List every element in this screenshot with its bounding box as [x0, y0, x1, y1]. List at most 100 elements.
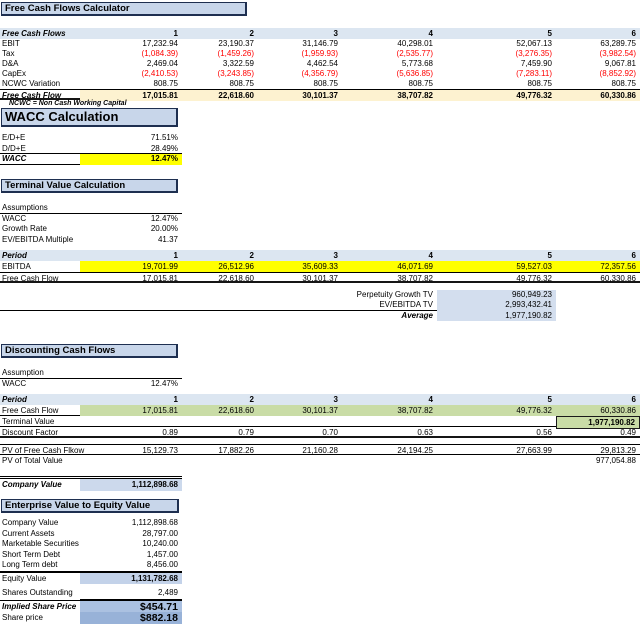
cell-value[interactable]: 17,882.26: [218, 446, 254, 455]
equity-value-cell[interactable]: 1,131,782.68: [80, 572, 182, 584]
cell-value[interactable]: 12.47%: [150, 213, 178, 223]
period-cell[interactable]: 2: [249, 395, 254, 404]
period-cell[interactable]: 6: [631, 29, 636, 38]
wacc-result-cell[interactable]: 12.47%: [80, 154, 182, 165]
period-cell[interactable]: 5: [547, 395, 552, 404]
cell-value[interactable]: 49,776.32: [437, 90, 556, 101]
cell-value[interactable]: (7,283.11): [516, 69, 552, 78]
cell-value[interactable]: 0.70: [322, 428, 338, 437]
cell-value[interactable]: (3,276.35): [515, 49, 552, 58]
cell-value[interactable]: 960,949.23: [437, 290, 556, 300]
period-cell[interactable]: 2: [249, 29, 254, 38]
cell-value[interactable]: 49,776.32: [437, 405, 556, 416]
cell-value[interactable]: 808.75: [229, 79, 254, 88]
period-cell[interactable]: 6: [631, 395, 636, 404]
cell-value[interactable]: 5,773.68: [401, 59, 433, 68]
period-cell[interactable]: 1: [173, 29, 178, 38]
cell-value[interactable]: 60,330.86: [600, 274, 636, 283]
cell-value[interactable]: 40,298.01: [397, 39, 433, 48]
period-cell[interactable]: 5: [547, 29, 552, 38]
cell-value[interactable]: 0.89: [162, 428, 178, 437]
cell-value[interactable]: 28,797.00: [142, 528, 178, 538]
period-cell[interactable]: 4: [428, 251, 433, 260]
cell-value[interactable]: 35,609.33: [258, 261, 342, 272]
cell-value[interactable]: 38,707.82: [397, 274, 433, 283]
share-price-cell[interactable]: $882.18: [80, 612, 182, 624]
cell-value[interactable]: 12.47%: [150, 378, 178, 388]
implied-share-price-cell[interactable]: $454.71: [80, 600, 182, 613]
cell-value[interactable]: 28.49%: [150, 143, 178, 153]
cell-value[interactable]: (8,852.92): [599, 69, 636, 78]
cell-value[interactable]: 8,456.00: [146, 560, 178, 569]
period-cell[interactable]: 1: [173, 395, 178, 404]
cell-value[interactable]: 23,190.37: [218, 39, 254, 48]
cell-value[interactable]: 1,977,190.82: [437, 310, 556, 321]
cell-value[interactable]: 22,618.60: [182, 405, 258, 416]
cell-value[interactable]: 977,054.88: [595, 456, 636, 465]
cell-value[interactable]: 38,707.82: [342, 405, 437, 416]
cell-value[interactable]: 20.00%: [150, 224, 178, 233]
cell-value[interactable]: 17,015.81: [142, 274, 178, 283]
cell-value[interactable]: 0.56: [536, 428, 552, 437]
cell-value[interactable]: 17,015.81: [80, 405, 182, 416]
cell-value[interactable]: (4,356.79): [301, 69, 338, 78]
cell-value[interactable]: 46,071.69: [342, 261, 437, 272]
period-cell[interactable]: 3: [333, 251, 338, 260]
period-cell[interactable]: 6: [631, 251, 636, 260]
company-value-cell[interactable]: 1,112,898.68: [80, 479, 182, 491]
cell-value[interactable]: 808.75: [408, 79, 433, 88]
cell-value[interactable]: 10,240.00: [142, 539, 178, 548]
cell-value[interactable]: 71.51%: [150, 133, 178, 142]
cell-value[interactable]: 19,701.99: [80, 261, 182, 272]
cell-value[interactable]: (2,410.53): [141, 69, 178, 78]
cell-value[interactable]: 21,160.28: [302, 446, 338, 455]
cell-value[interactable]: (2,535.77): [396, 49, 433, 58]
cell-value[interactable]: 49,776.32: [516, 274, 552, 283]
cell-value[interactable]: 72,357.56: [556, 261, 640, 272]
cell-value[interactable]: (1,959.93): [301, 49, 338, 58]
cell-value[interactable]: 2,489: [80, 588, 182, 600]
cell-value[interactable]: 30,101.37: [302, 274, 338, 283]
cell-value[interactable]: 0.63: [417, 428, 433, 437]
cell-value[interactable]: 9,067.81: [604, 59, 636, 68]
cell-value[interactable]: 7,459.90: [520, 59, 552, 68]
cell-value[interactable]: (3,982.54): [599, 49, 636, 58]
cell-value[interactable]: 808.75: [527, 79, 552, 88]
cell-value[interactable]: 22,618.60: [182, 90, 258, 101]
period-cell[interactable]: 5: [547, 251, 552, 260]
cell-value[interactable]: 3,322.59: [222, 59, 254, 68]
cell-value[interactable]: 38,707.82: [342, 90, 437, 101]
cell-value[interactable]: 63,289.75: [600, 39, 636, 48]
cell-value[interactable]: 1,457.00: [146, 549, 178, 559]
cell-value[interactable]: (1,459.26): [217, 49, 254, 58]
cell-value[interactable]: 808.75: [313, 79, 338, 88]
cell-value[interactable]: 1,112,898.68: [131, 518, 178, 527]
period-cell[interactable]: 3: [333, 29, 338, 38]
cell-value[interactable]: 30,101.37: [258, 90, 342, 101]
cell-value[interactable]: 0.49: [620, 428, 636, 437]
cell-value[interactable]: 26,512.96: [182, 261, 258, 272]
cell-value[interactable]: 52,067.13: [516, 39, 552, 48]
period-cell[interactable]: 3: [333, 395, 338, 404]
cell-value[interactable]: 59,527.03: [437, 261, 556, 272]
cell-value[interactable]: 17,015.81: [80, 90, 182, 101]
cell-value[interactable]: 29,813.29: [600, 446, 636, 455]
cell-value[interactable]: 0.79: [238, 428, 254, 437]
period-cell[interactable]: 2: [249, 251, 254, 260]
cell-value[interactable]: 17,232.94: [142, 39, 178, 48]
cell-value[interactable]: (1,084.39): [141, 49, 178, 58]
cell-value[interactable]: 4,462.54: [306, 59, 338, 68]
cell-value[interactable]: 60,330.86: [556, 90, 640, 101]
cell-value[interactable]: 2,469.04: [146, 59, 178, 68]
cell-value[interactable]: 808.75: [153, 79, 178, 88]
cell-value[interactable]: 24,194.25: [397, 446, 433, 455]
cell-value[interactable]: 60,330.86: [556, 405, 640, 416]
cell-value[interactable]: 41.37: [157, 234, 178, 244]
cell-value[interactable]: (3,243.85): [217, 69, 254, 78]
cell-value[interactable]: (5,636.85): [396, 69, 433, 78]
cell-value[interactable]: 27,663.99: [516, 446, 552, 455]
cell-value[interactable]: 15,129.73: [142, 446, 178, 455]
period-cell[interactable]: 4: [428, 395, 433, 404]
cell-value[interactable]: 30,101.37: [258, 405, 342, 416]
cell-value[interactable]: 31,146.79: [302, 39, 338, 48]
